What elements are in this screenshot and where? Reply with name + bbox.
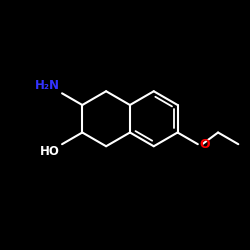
Text: H₂N: H₂N [34,79,59,92]
Text: O: O [199,138,210,151]
Text: HO: HO [40,146,60,158]
